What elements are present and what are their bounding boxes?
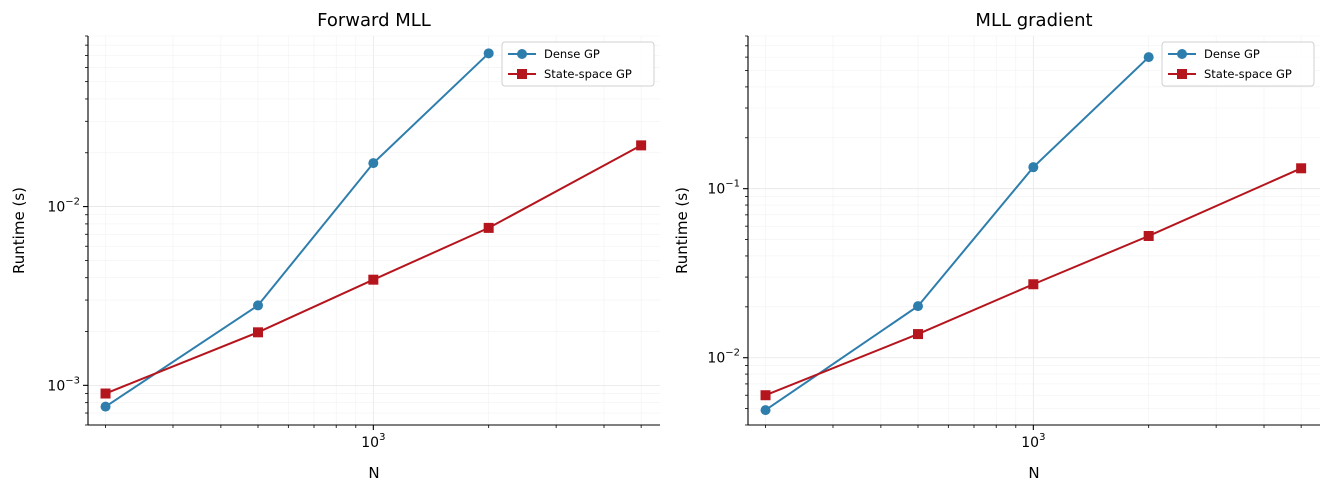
x-axis-label: N xyxy=(368,464,379,482)
data-point xyxy=(252,300,263,311)
legend-entry-dense-gp: Dense GP xyxy=(1168,47,1260,61)
data-point xyxy=(912,329,923,340)
legend: Dense GP State-space GP xyxy=(1161,41,1315,87)
data-point xyxy=(760,390,771,401)
data-point xyxy=(636,140,647,151)
data-point xyxy=(1143,52,1154,63)
legend-entry-dense-gp: Dense GP xyxy=(508,47,600,61)
legend-marker xyxy=(1177,49,1187,59)
grid xyxy=(748,35,1320,426)
data-point xyxy=(1296,163,1307,174)
data-point xyxy=(483,48,494,59)
series-dense-gp xyxy=(100,48,494,412)
data-point xyxy=(912,301,923,312)
data-point xyxy=(483,222,494,233)
y-axis-label: Runtime (s) xyxy=(10,187,28,274)
data-point xyxy=(368,158,379,169)
series-state-space-gp xyxy=(100,140,647,399)
y-tick-label: 10−2 xyxy=(47,197,80,216)
x-tick-label: 103 xyxy=(361,432,385,451)
data-point xyxy=(100,388,111,399)
data-point xyxy=(760,405,771,416)
series-line xyxy=(764,56,1150,411)
chart-forward-mll: 103 10−3 10−2 Forward MLL N Runtime (s) Dense … xyxy=(10,10,660,482)
series-dense-gp xyxy=(760,52,1154,416)
legend-frame xyxy=(501,41,655,87)
series-line xyxy=(104,52,490,408)
legend-entry-state-space-gp: State-space GP xyxy=(508,67,632,81)
y-tick-label: 10−2 xyxy=(707,348,740,367)
legend-marker xyxy=(517,69,527,79)
chart-title: MLL gradient xyxy=(975,10,1092,31)
legend-label: State-space GP xyxy=(544,67,632,81)
y-tick-label: 10−1 xyxy=(707,179,740,198)
data-point xyxy=(100,401,111,412)
data-point xyxy=(368,274,379,285)
chart-title: Forward MLL xyxy=(317,10,431,31)
series-state-space-gp xyxy=(760,163,1307,401)
legend-label: Dense GP xyxy=(544,47,600,61)
data-point xyxy=(1028,279,1039,290)
y-axis-label: Runtime (s) xyxy=(673,187,691,274)
legend-label: State-space GP xyxy=(1204,67,1292,81)
chart-mll-gradient: 103 10−2 10−1 MLL gradient N Runtime (s) Dense… xyxy=(673,10,1320,482)
legend-marker xyxy=(1177,69,1187,79)
data-point xyxy=(252,327,263,338)
legend-frame xyxy=(1161,41,1315,87)
data-point xyxy=(1028,162,1039,173)
legend: Dense GP State-space GP xyxy=(501,41,655,87)
x-axis-label: N xyxy=(1028,464,1039,482)
data-point xyxy=(1143,230,1154,241)
legend-marker xyxy=(517,49,527,59)
legend-label: Dense GP xyxy=(1204,47,1260,61)
legend-entry-state-space-gp: State-space GP xyxy=(1168,67,1292,81)
y-tick-label: 10−3 xyxy=(47,375,80,394)
x-tick-label: 103 xyxy=(1021,432,1045,451)
